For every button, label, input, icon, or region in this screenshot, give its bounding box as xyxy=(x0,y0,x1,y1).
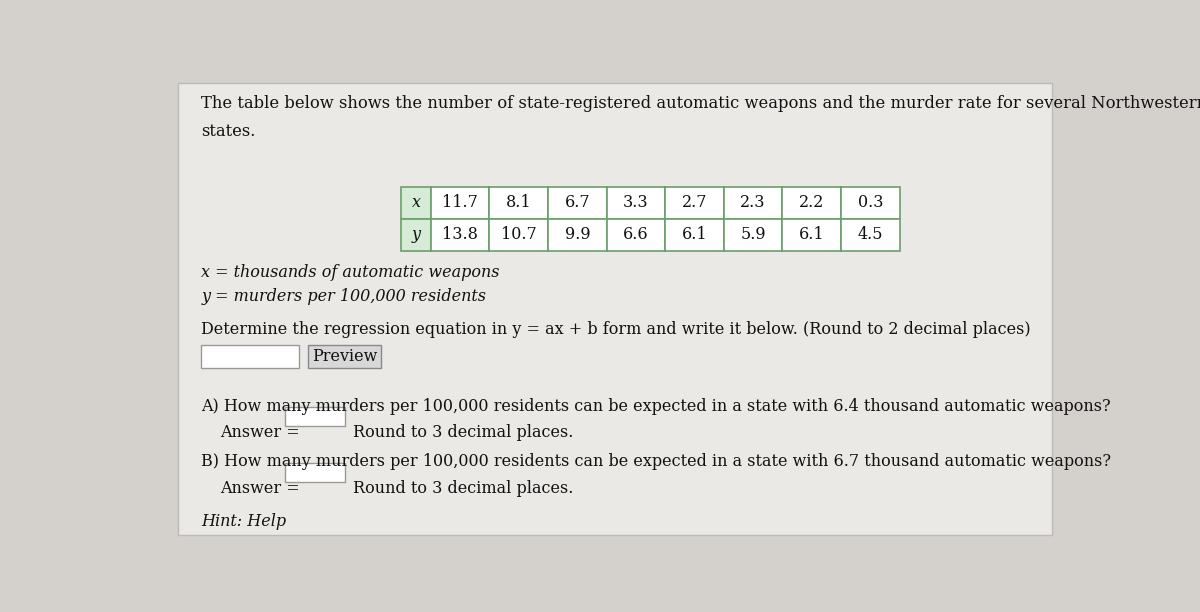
Bar xyxy=(284,463,346,482)
Text: x: x xyxy=(412,194,420,211)
Text: 13.8: 13.8 xyxy=(443,226,478,243)
Bar xyxy=(782,218,841,251)
Text: 6.7: 6.7 xyxy=(564,194,590,211)
Text: Answer =: Answer = xyxy=(220,480,305,497)
Bar xyxy=(490,187,548,218)
Bar xyxy=(607,187,665,218)
Bar xyxy=(607,218,665,251)
Text: 9.9: 9.9 xyxy=(564,226,590,243)
Text: 11.7: 11.7 xyxy=(443,194,478,211)
Text: 2.2: 2.2 xyxy=(799,194,824,211)
Text: Answer =: Answer = xyxy=(220,424,305,441)
Text: 0.3: 0.3 xyxy=(858,194,883,211)
Bar xyxy=(284,406,346,427)
Bar xyxy=(401,187,431,218)
Text: 2.7: 2.7 xyxy=(682,194,707,211)
Bar xyxy=(431,187,490,218)
Bar xyxy=(724,218,782,251)
Text: 8.1: 8.1 xyxy=(506,194,532,211)
Bar xyxy=(490,218,548,251)
Text: 5.9: 5.9 xyxy=(740,226,766,243)
Text: Round to 3 decimal places.: Round to 3 decimal places. xyxy=(353,480,574,497)
Text: y = murders per 100,000 residents: y = murders per 100,000 residents xyxy=(202,288,486,305)
Text: 4.5: 4.5 xyxy=(858,226,883,243)
Bar xyxy=(841,218,900,251)
Text: B) How many murders per 100,000 residents can be expected in a state with 6.7 th: B) How many murders per 100,000 resident… xyxy=(202,453,1111,470)
Text: states.: states. xyxy=(202,123,256,140)
Bar xyxy=(548,187,607,218)
Text: 6.1: 6.1 xyxy=(682,226,707,243)
Text: y: y xyxy=(412,226,420,243)
Text: A) How many murders per 100,000 residents can be expected in a state with 6.4 th: A) How many murders per 100,000 resident… xyxy=(202,398,1111,415)
Bar xyxy=(401,218,431,251)
Text: 6.1: 6.1 xyxy=(799,226,824,243)
Bar xyxy=(202,345,299,368)
Text: Hint: Help: Hint: Help xyxy=(202,513,287,529)
Bar xyxy=(665,218,724,251)
Text: 3.3: 3.3 xyxy=(623,194,649,211)
Text: Determine the regression equation in y = ax + b form and write it below. (Round : Determine the regression equation in y =… xyxy=(202,321,1031,338)
Text: 6.6: 6.6 xyxy=(623,226,649,243)
Bar xyxy=(665,187,724,218)
Bar xyxy=(548,218,607,251)
Text: 10.7: 10.7 xyxy=(500,226,536,243)
Text: Preview: Preview xyxy=(312,348,377,365)
Bar xyxy=(724,187,782,218)
Bar xyxy=(431,218,490,251)
Bar xyxy=(841,187,900,218)
Text: 2.3: 2.3 xyxy=(740,194,766,211)
Text: The table below shows the number of state-registered automatic weapons and the m: The table below shows the number of stat… xyxy=(202,95,1200,111)
Bar xyxy=(308,345,380,368)
Text: x = thousands of automatic weapons: x = thousands of automatic weapons xyxy=(202,264,499,282)
Bar xyxy=(782,187,841,218)
Text: Round to 3 decimal places.: Round to 3 decimal places. xyxy=(353,424,574,441)
